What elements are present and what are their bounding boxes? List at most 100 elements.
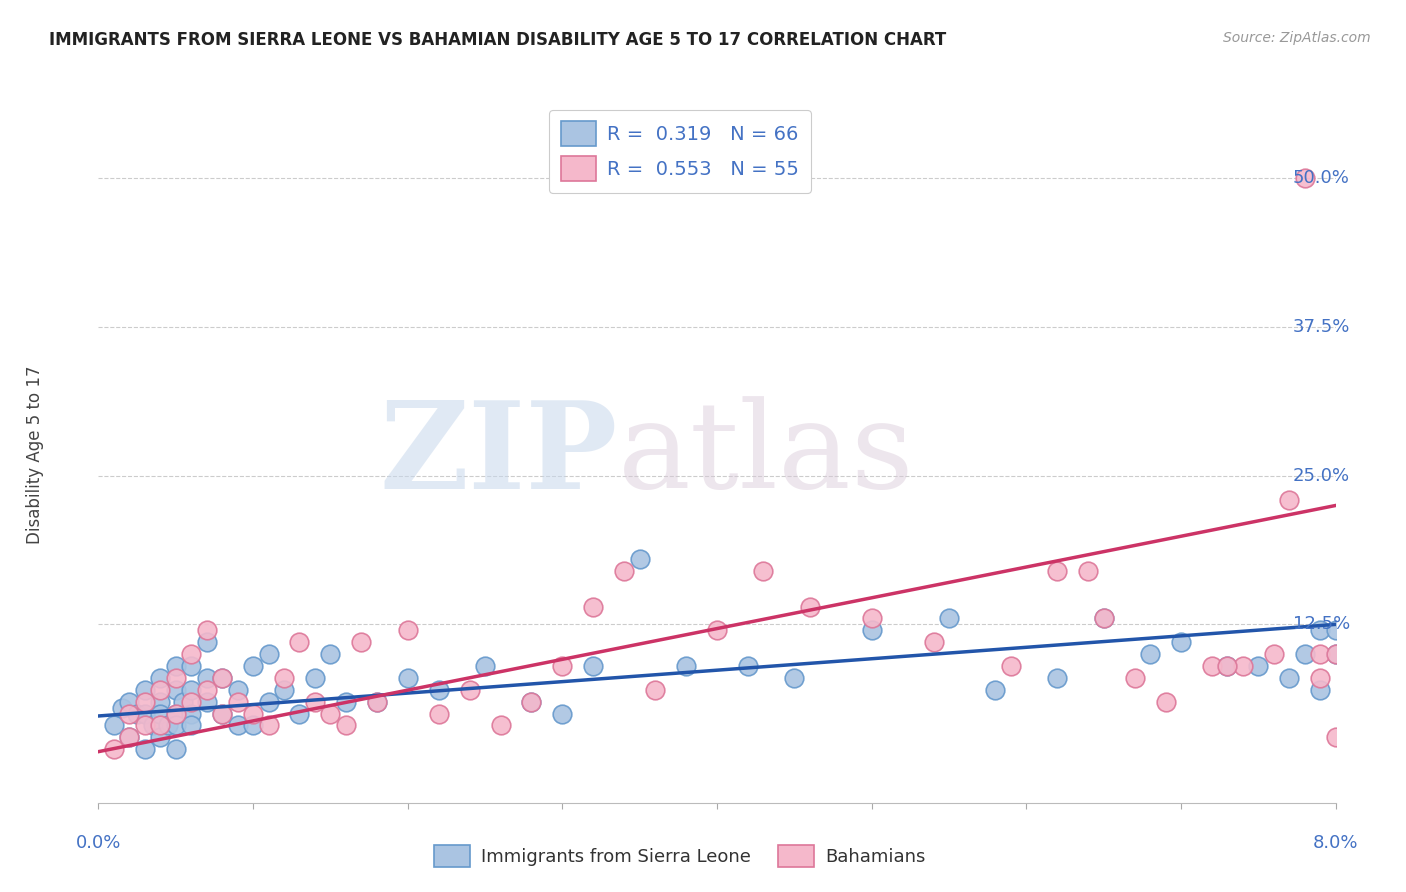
Point bbox=[1278, 671, 1301, 685]
Point bbox=[1232, 659, 1254, 673]
Point bbox=[304, 695, 326, 709]
Point bbox=[628, 552, 651, 566]
Point bbox=[860, 611, 883, 625]
Point bbox=[195, 624, 218, 638]
Point bbox=[1139, 647, 1161, 661]
Point bbox=[118, 731, 141, 745]
Text: Disability Age 5 to 17: Disability Age 5 to 17 bbox=[27, 366, 44, 544]
Point bbox=[195, 671, 218, 685]
Point bbox=[335, 695, 357, 709]
Point bbox=[1092, 611, 1115, 625]
Point bbox=[180, 706, 202, 721]
Point bbox=[1263, 647, 1285, 661]
Point bbox=[783, 671, 806, 685]
Point bbox=[1077, 564, 1099, 578]
Point bbox=[706, 624, 728, 638]
Point bbox=[582, 659, 605, 673]
Text: 0.0%: 0.0% bbox=[76, 834, 121, 852]
Point bbox=[304, 671, 326, 685]
Point bbox=[938, 611, 960, 625]
Point bbox=[675, 659, 697, 673]
Point bbox=[273, 682, 295, 697]
Point bbox=[226, 695, 249, 709]
Point bbox=[195, 682, 218, 697]
Point bbox=[165, 706, 187, 721]
Point bbox=[984, 682, 1007, 697]
Point bbox=[350, 635, 373, 649]
Text: atlas: atlas bbox=[619, 396, 915, 514]
Point bbox=[165, 682, 187, 697]
Point bbox=[582, 599, 605, 614]
Point bbox=[799, 599, 821, 614]
Point bbox=[180, 718, 202, 732]
Point bbox=[1216, 659, 1239, 673]
Text: 8.0%: 8.0% bbox=[1313, 834, 1358, 852]
Point bbox=[366, 695, 388, 709]
Text: 50.0%: 50.0% bbox=[1294, 169, 1350, 187]
Text: Source: ZipAtlas.com: Source: ZipAtlas.com bbox=[1223, 31, 1371, 45]
Point bbox=[1324, 647, 1347, 661]
Point bbox=[242, 706, 264, 721]
Point bbox=[180, 647, 202, 661]
Point bbox=[551, 659, 574, 673]
Point bbox=[165, 742, 187, 756]
Point bbox=[134, 718, 156, 732]
Point bbox=[211, 706, 233, 721]
Point bbox=[474, 659, 496, 673]
Point bbox=[335, 718, 357, 732]
Point bbox=[257, 695, 280, 709]
Point bbox=[1324, 647, 1347, 661]
Point bbox=[427, 706, 450, 721]
Point bbox=[211, 671, 233, 685]
Point bbox=[1309, 624, 1331, 638]
Point bbox=[1309, 682, 1331, 697]
Point bbox=[118, 706, 141, 721]
Point bbox=[396, 671, 419, 685]
Point bbox=[180, 682, 202, 697]
Point bbox=[149, 731, 172, 745]
Point bbox=[211, 671, 233, 685]
Point bbox=[1294, 647, 1316, 661]
Point bbox=[860, 624, 883, 638]
Legend: Immigrants from Sierra Leone, Bahamians: Immigrants from Sierra Leone, Bahamians bbox=[427, 838, 932, 874]
Point bbox=[752, 564, 775, 578]
Point bbox=[1123, 671, 1146, 685]
Point bbox=[149, 718, 172, 732]
Point bbox=[195, 695, 218, 709]
Point bbox=[1216, 659, 1239, 673]
Point bbox=[149, 671, 172, 685]
Point bbox=[520, 695, 543, 709]
Point bbox=[134, 742, 156, 756]
Point bbox=[149, 695, 172, 709]
Point bbox=[319, 647, 342, 661]
Point bbox=[180, 695, 202, 709]
Point bbox=[489, 718, 512, 732]
Point bbox=[165, 671, 187, 685]
Point bbox=[613, 564, 636, 578]
Point bbox=[1201, 659, 1223, 673]
Point bbox=[172, 695, 194, 709]
Point bbox=[1324, 624, 1347, 638]
Point bbox=[242, 659, 264, 673]
Point bbox=[1247, 659, 1270, 673]
Point bbox=[1092, 611, 1115, 625]
Point bbox=[165, 659, 187, 673]
Point bbox=[737, 659, 759, 673]
Point bbox=[211, 706, 233, 721]
Point bbox=[1278, 492, 1301, 507]
Point bbox=[111, 700, 132, 714]
Text: IMMIGRANTS FROM SIERRA LEONE VS BAHAMIAN DISABILITY AGE 5 TO 17 CORRELATION CHAR: IMMIGRANTS FROM SIERRA LEONE VS BAHAMIAN… bbox=[49, 31, 946, 49]
Point bbox=[180, 659, 202, 673]
Point bbox=[520, 695, 543, 709]
Point bbox=[1046, 671, 1069, 685]
Point bbox=[551, 706, 574, 721]
Text: ZIP: ZIP bbox=[380, 396, 619, 514]
Point bbox=[1170, 635, 1192, 649]
Point bbox=[273, 671, 295, 685]
Point bbox=[288, 706, 311, 721]
Point bbox=[1000, 659, 1022, 673]
Point bbox=[149, 706, 172, 721]
Point bbox=[242, 718, 264, 732]
Point bbox=[366, 695, 388, 709]
Point bbox=[1154, 695, 1177, 709]
